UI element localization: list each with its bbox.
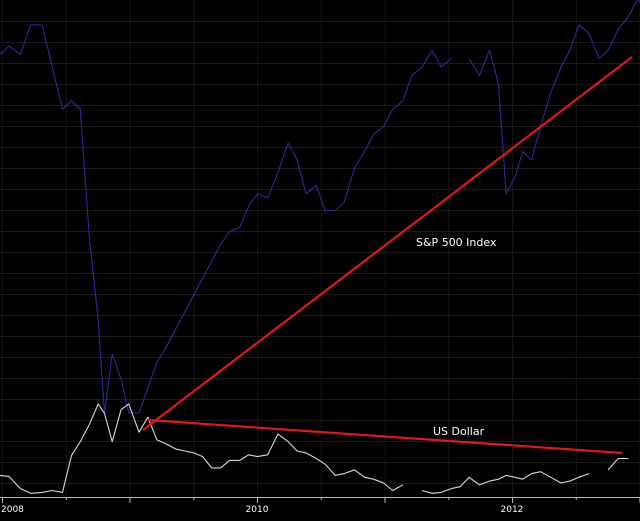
sp500-line xyxy=(0,24,452,414)
usd-trendline xyxy=(147,418,623,455)
x-tick-label: 2008 xyxy=(1,505,24,515)
trendline-layer xyxy=(142,56,633,455)
annotation-sp500: S&P 500 Index xyxy=(416,236,497,249)
usd-line xyxy=(607,457,629,471)
series-layer xyxy=(0,0,640,494)
x-tick-label: 2010 xyxy=(246,505,269,515)
x-axis-ticks: 2008 2010 2012 xyxy=(1,497,640,515)
usd-line xyxy=(0,403,404,494)
sp500-line xyxy=(468,0,640,195)
x-tick-label: 2012 xyxy=(501,505,524,515)
annotation-us-dollar: US Dollar xyxy=(433,425,485,438)
usd-line xyxy=(421,471,590,494)
sp500-trendline xyxy=(142,56,633,431)
